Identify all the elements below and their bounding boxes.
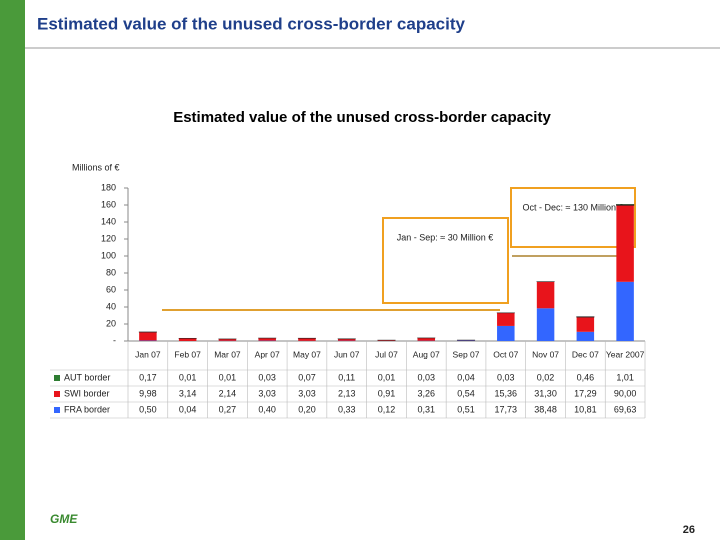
table-cell: 3,26: [418, 388, 436, 398]
table-cell: 0,50: [139, 404, 157, 414]
table-cell: 0,54: [457, 388, 475, 398]
y-tick-label: 100: [101, 250, 116, 260]
y-tick-label: 80: [106, 267, 116, 277]
x-tick-label: May 07: [293, 349, 321, 359]
bar-segment: [337, 338, 356, 341]
chart-title: Estimated value of the unused cross-bord…: [173, 109, 551, 126]
bar-segment: [377, 340, 396, 341]
table-cell: 0,27: [219, 404, 237, 414]
x-tick-label: Jun 07: [334, 349, 360, 359]
annotation-box: [382, 217, 509, 304]
bar-segment: [536, 308, 555, 341]
table-cell: 38,48: [534, 404, 557, 414]
x-tick-label: Mar 07: [214, 349, 241, 359]
x-tick-label: Dec 07: [572, 349, 599, 359]
table-cell: 3,03: [298, 388, 316, 398]
table-cell: 3,03: [258, 388, 276, 398]
annotation: Jan - Sep: ≈ 30 Million €: [397, 232, 494, 242]
bar-segment: [139, 332, 157, 341]
table-cell: 90,00: [614, 388, 637, 398]
bar-segment: [616, 204, 635, 206]
x-tick-label: Jan 07: [135, 349, 161, 359]
y-tick-label: 60: [106, 284, 116, 294]
bar-segment: [258, 338, 276, 341]
y-tick-label: 40: [106, 301, 116, 311]
annotation: Oct - Dec: ≈ 130 Million €: [523, 202, 624, 212]
slide-title: Estimated value of the unused cross-bord…: [37, 14, 466, 33]
legend-label: AUT border: [64, 372, 110, 382]
x-tick-label: Sep 07: [453, 349, 480, 359]
y-tick-label: 140: [101, 216, 116, 226]
table-cell: 1,01: [616, 372, 634, 382]
y-label: Millions of €: [72, 162, 120, 172]
bar-segment: [497, 325, 515, 341]
table-cell: 0,03: [418, 372, 436, 382]
annotation-box: [510, 187, 636, 248]
legend-swatch: [54, 391, 60, 397]
table-cell: 0,01: [219, 372, 237, 382]
x-tick-label: Year 2007: [606, 349, 645, 359]
table-cell: 17,29: [574, 388, 597, 398]
bar-segment: [536, 281, 555, 309]
y-tick-label: 160: [101, 199, 116, 209]
table-cell: 2,14: [219, 388, 237, 398]
table-cell: 0,20: [298, 404, 316, 414]
bar-segment: [616, 205, 634, 282]
table-cell: 0,01: [378, 372, 396, 382]
table-cell: 0,91: [378, 388, 396, 398]
table-cell: 0,46: [577, 372, 595, 382]
table-cell: 69,63: [614, 404, 637, 414]
y-tick-label: 20: [106, 318, 116, 328]
table-cell: 10,81: [574, 404, 597, 414]
table-cell: 0,40: [258, 404, 276, 414]
table-cell: 31,30: [534, 388, 557, 398]
bar-segment: [497, 312, 515, 326]
bar-segment: [616, 281, 634, 341]
bar-segment: [576, 317, 595, 332]
table-cell: 0,12: [378, 404, 396, 414]
table-cell: 0,07: [298, 372, 316, 382]
bar-segment: [417, 337, 436, 341]
table-cell: 0,51: [457, 404, 475, 414]
table-cell: 0,31: [418, 404, 436, 414]
table-cell: 0,01: [179, 372, 197, 382]
legend-swatch: [54, 375, 60, 381]
x-tick-label: Feb 07: [174, 349, 201, 359]
table-cell: 0,11: [338, 372, 355, 382]
bar-segment: [218, 338, 237, 341]
y-tick-label: 180: [101, 182, 116, 192]
x-tick-label: Oct 07: [493, 349, 518, 359]
x-tick-label: Apr 07: [255, 349, 280, 359]
table-cell: 9,98: [139, 388, 157, 398]
legend-swatch: [54, 407, 60, 413]
bar-segment: [178, 338, 197, 341]
table-cell: 0,03: [258, 372, 276, 382]
table-cell: 0,03: [497, 372, 515, 382]
x-tick-label: Nov 07: [532, 349, 559, 359]
y-tick-label: 120: [101, 233, 116, 243]
table-cell: 0,33: [338, 404, 356, 414]
table-cell: 15,36: [495, 388, 518, 398]
bar-segment: [298, 338, 316, 341]
legend-label: FRA border: [64, 404, 110, 414]
table-cell: 0,04: [179, 404, 197, 414]
logo: GME: [50, 512, 78, 526]
legend-label: SWI border: [64, 388, 110, 398]
x-tick-label: Aug 07: [413, 349, 440, 359]
table-cell: 0,17: [139, 372, 157, 382]
table-cell: 2,13: [338, 388, 356, 398]
side-band: [0, 0, 25, 540]
y-tick-label: -: [113, 335, 116, 345]
table-cell: 0,02: [537, 372, 555, 382]
table-cell: 0,04: [457, 372, 475, 382]
x-tick-label: Jul 07: [375, 349, 398, 359]
bar-segment: [576, 331, 595, 341]
page-number: 26: [683, 524, 695, 536]
table-cell: 3,14: [179, 388, 197, 398]
table-cell: 17,73: [495, 404, 518, 414]
